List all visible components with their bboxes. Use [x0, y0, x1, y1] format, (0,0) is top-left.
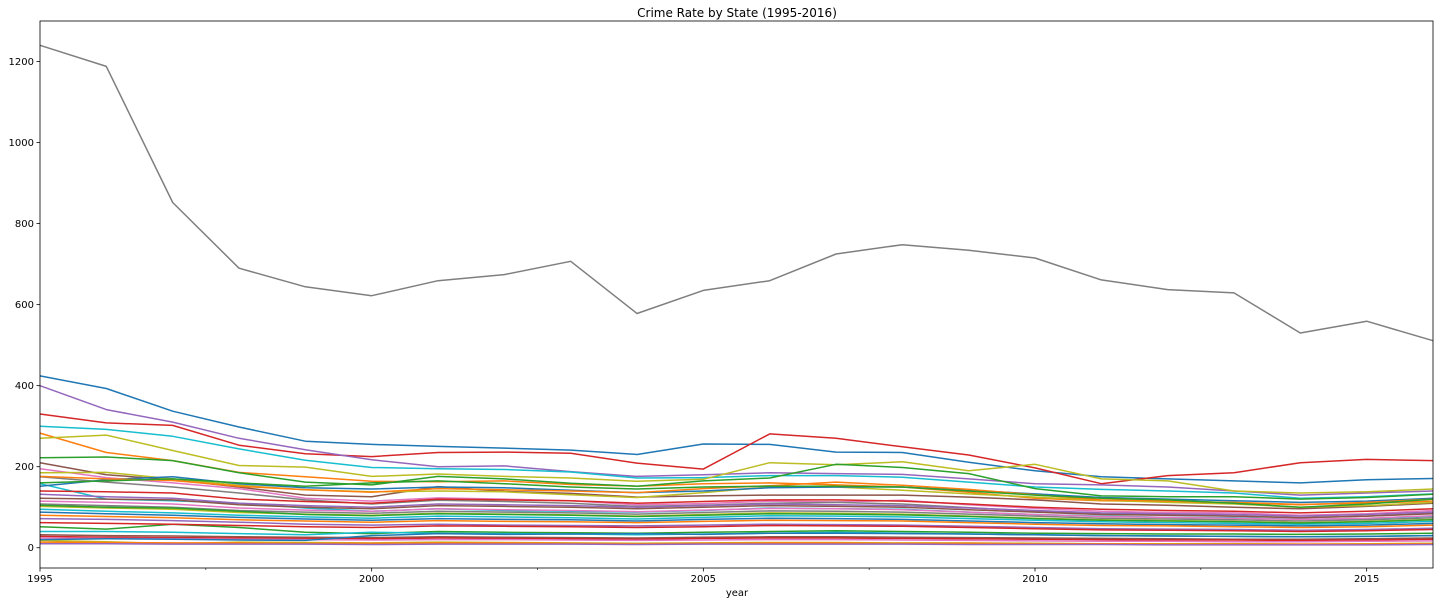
series-line-24	[39, 511, 1434, 527]
series-line-5	[39, 425, 1434, 500]
series-line-34	[39, 532, 1434, 542]
series-line-33	[39, 541, 1434, 545]
series-line-3	[39, 413, 1434, 485]
y-tick-label: 0	[28, 543, 34, 554]
series-line-37	[39, 521, 1434, 533]
y-tick-label: 400	[15, 381, 34, 392]
series-layer	[39, 44, 1434, 546]
series-line-29	[39, 534, 1434, 540]
y-tick-label: 1000	[9, 138, 34, 149]
series-line-23	[39, 508, 1434, 525]
series-line-35	[40, 542, 1434, 546]
y-axis: 0 200 400 600 800 1000 1200	[9, 57, 40, 554]
x-tick-label: 1995	[27, 574, 52, 585]
chart-title: Crime Rate by State (1995-2016)	[637, 6, 837, 20]
series-line-9	[39, 461, 1434, 510]
series-line-20	[39, 500, 1434, 521]
series-line-36	[39, 504, 1434, 524]
series-line-30	[39, 535, 1434, 542]
series-line-2	[39, 375, 1434, 484]
series-line-19	[39, 497, 1434, 519]
series-line-18	[39, 493, 1434, 517]
series-line-4	[39, 384, 1434, 496]
x-tick-label: 2005	[691, 574, 716, 585]
series-line-7	[39, 434, 1434, 494]
series-line-8	[39, 456, 1434, 500]
series-line-21	[39, 503, 1434, 522]
series-line-16	[39, 478, 1434, 508]
series-line-25	[39, 514, 1434, 529]
series-line-31	[39, 537, 1434, 543]
series-line-27	[39, 523, 1434, 536]
series-line-26	[39, 517, 1434, 532]
x-axis: 1995 2000 2005 2010 2015	[27, 568, 1379, 585]
y-tick-label: 800	[15, 219, 34, 230]
series-line-1	[39, 44, 1434, 342]
x-tick-label: 2010	[1022, 574, 1047, 585]
series-line-10	[39, 467, 1434, 517]
y-tick-label: 600	[15, 300, 34, 311]
x-tick-label: 2015	[1354, 574, 1379, 585]
series-line-14	[39, 476, 1434, 504]
y-tick-label: 200	[15, 462, 34, 473]
x-axis-label: year	[726, 588, 749, 599]
plot-frame	[39, 20, 1434, 569]
x-tick-label: 2000	[359, 574, 384, 585]
series-line-17	[39, 490, 1434, 514]
y-tick-label: 1200	[9, 57, 34, 68]
